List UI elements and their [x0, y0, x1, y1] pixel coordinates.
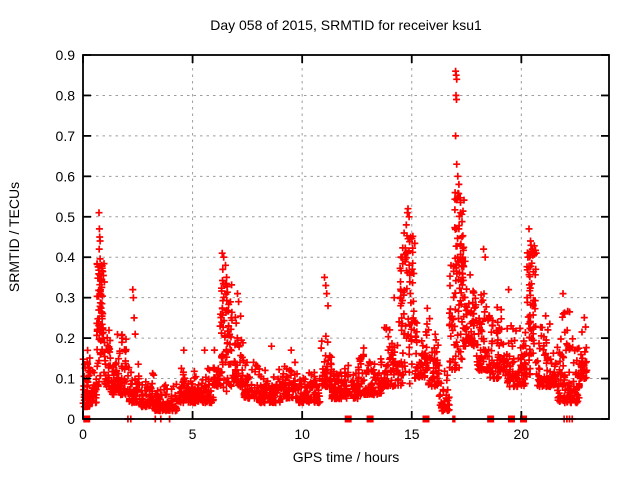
y-tick-label: 0.6: [56, 168, 76, 184]
y-tick-label: 0: [67, 411, 75, 427]
plot-border: [82, 54, 610, 420]
x-tick-label: 20: [514, 426, 530, 442]
tick-labels: 0 0.1 0.2 0.3 0.4 0.5 0.6 0.7 0.8 0.9 0 5 10 15 20: [56, 47, 530, 442]
axis-ticks: [82, 54, 609, 420]
x-tick-label: 10: [294, 426, 310, 442]
y-tick-label: 0.4: [56, 249, 76, 265]
y-tick-label: 0.8: [56, 87, 76, 103]
x-axis-label: GPS time / hours: [293, 449, 400, 465]
y-tick-label: 0.2: [56, 330, 76, 346]
y-tick-label: 0.9: [56, 47, 76, 63]
x-tick-label: 15: [404, 426, 420, 442]
y-tick-label: 0.3: [56, 290, 76, 306]
gridlines: [83, 55, 609, 419]
data-point-markers: [79, 67, 591, 423]
y-tick-label: 0.5: [56, 209, 76, 225]
y-tick-label: 0.1: [56, 371, 76, 387]
x-tick-label: 0: [79, 426, 87, 442]
y-axis-label: SRMTID / TECUs: [6, 182, 22, 292]
chart-title: Day 058 of 2015, SRMTID for receiver ksu…: [210, 17, 482, 33]
x-tick-label: 5: [189, 426, 197, 442]
scatter-points: [79, 67, 591, 423]
y-tick-label: 0.7: [56, 128, 76, 144]
